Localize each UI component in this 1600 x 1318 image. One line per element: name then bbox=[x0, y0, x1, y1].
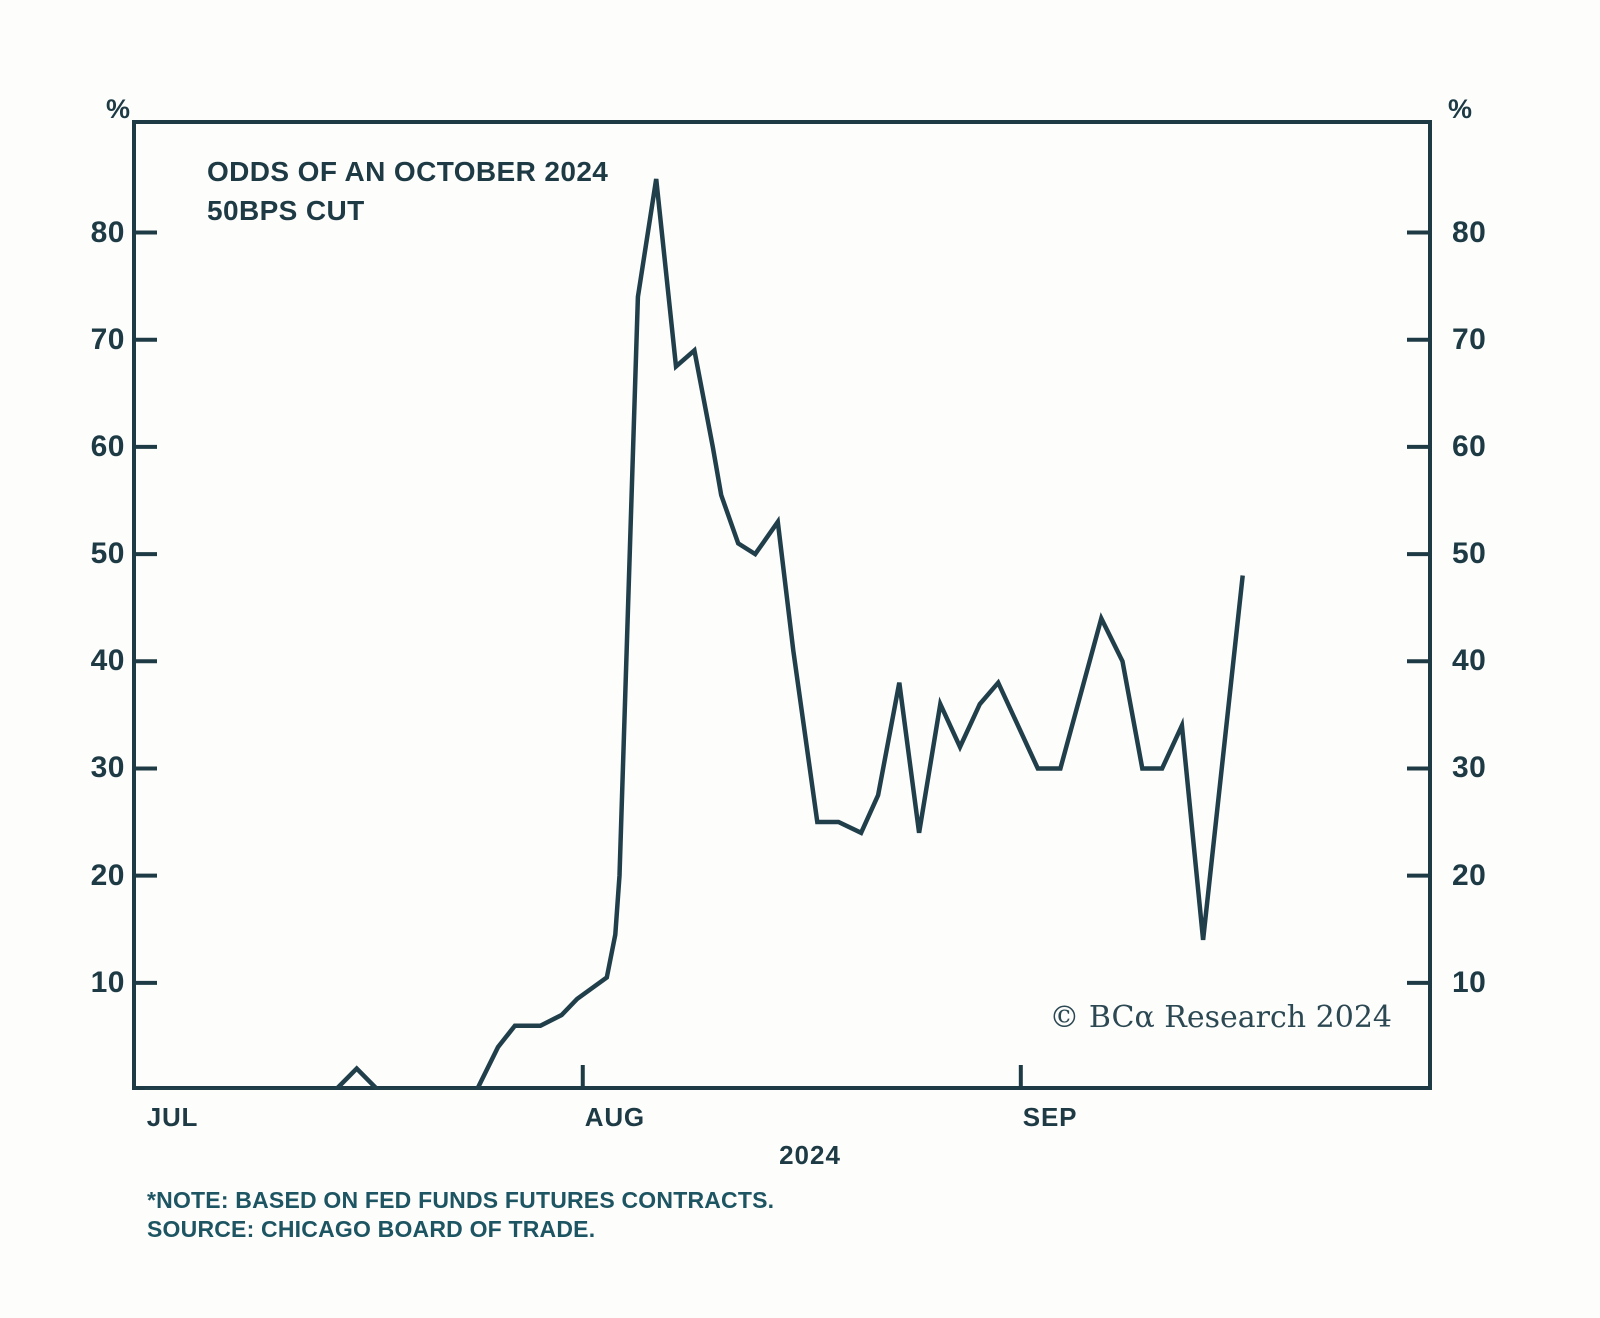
y-axis-label-left-80: 80 bbox=[90, 215, 125, 249]
y-axis-unit-right: % bbox=[1448, 94, 1473, 124]
month-label-sep: SEP bbox=[1022, 1102, 1078, 1132]
y-axis-label-left-70: 70 bbox=[90, 322, 125, 356]
y-axis-label-right-10: 10 bbox=[1452, 965, 1487, 999]
y-axis-label-right-60: 60 bbox=[1452, 429, 1487, 463]
odds-line bbox=[144, 178, 1245, 1090]
y-axis-label-right-70: 70 bbox=[1452, 322, 1487, 356]
y-axis-label-right-80: 80 bbox=[1452, 215, 1487, 249]
footnote: *NOTE: BASED ON FED FUNDS FUTURES CONTRA… bbox=[147, 1186, 774, 1244]
month-label-jul: JUL bbox=[146, 1102, 199, 1132]
y-axis-label-right-50: 50 bbox=[1452, 537, 1487, 571]
y-axis-label-left-20: 20 bbox=[90, 858, 125, 892]
plot-area bbox=[132, 120, 1432, 1090]
footnote-note: *NOTE: BASED ON FED FUNDS FUTURES CONTRA… bbox=[147, 1187, 775, 1213]
month-label-aug: AUG bbox=[584, 1102, 645, 1132]
y-axis-unit-left: % bbox=[105, 94, 130, 124]
chart-title-line1: ODDS OF AN OCTOBER 2024 bbox=[207, 156, 609, 187]
y-axis-label-left-60: 60 bbox=[90, 429, 125, 463]
y-axis-label-left-30: 30 bbox=[90, 751, 125, 785]
y-axis-label-left-10: 10 bbox=[90, 965, 125, 999]
year-label: 2024 bbox=[779, 1140, 841, 1170]
chart-title-line2: 50BPS CUT bbox=[207, 195, 365, 226]
chart-title: ODDS OF AN OCTOBER 2024 50BPS CUT bbox=[207, 152, 608, 230]
watermark: © BCα Research 2024 bbox=[1049, 1000, 1392, 1035]
y-axis-label-right-20: 20 bbox=[1452, 858, 1487, 892]
y-axis-label-left-50: 50 bbox=[90, 537, 125, 571]
y-axis-label-left-40: 40 bbox=[90, 644, 125, 678]
y-axis-label-right-40: 40 bbox=[1452, 644, 1487, 678]
chart-frame bbox=[132, 120, 1432, 1090]
footnote-source: SOURCE: CHICAGO BOARD OF TRADE. bbox=[147, 1216, 596, 1242]
chart-svg bbox=[132, 120, 1432, 1090]
y-axis-label-right-30: 30 bbox=[1452, 751, 1487, 785]
